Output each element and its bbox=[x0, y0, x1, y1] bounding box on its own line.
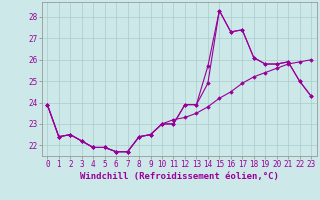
X-axis label: Windchill (Refroidissement éolien,°C): Windchill (Refroidissement éolien,°C) bbox=[80, 172, 279, 181]
